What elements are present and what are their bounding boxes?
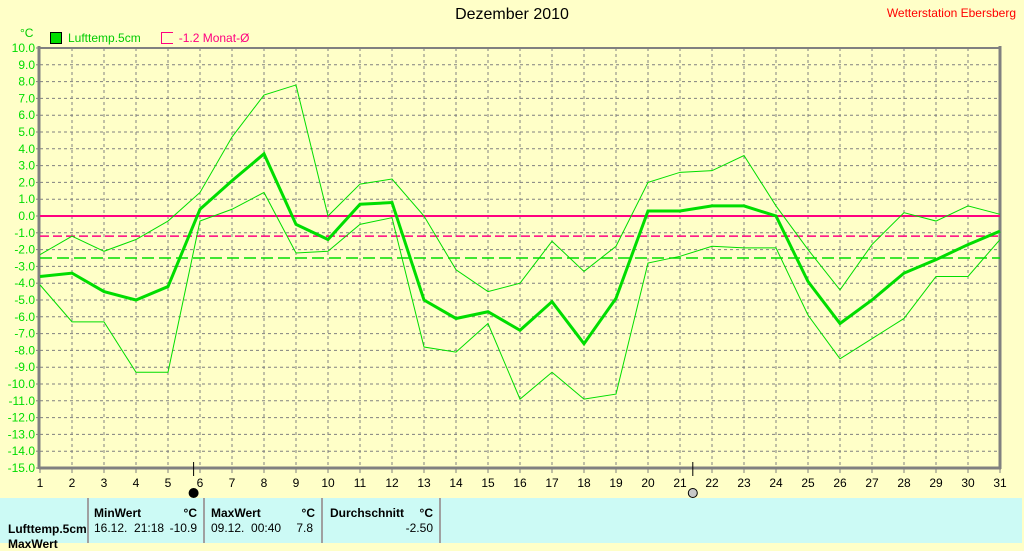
x-tick-label: 5 bbox=[165, 476, 172, 490]
stats-row2-label: MaxWert bbox=[8, 537, 58, 551]
x-tick-label: 21 bbox=[673, 476, 687, 490]
x-tick-label: 15 bbox=[481, 476, 495, 490]
x-tick-label: 4 bbox=[133, 476, 140, 490]
x-tick-label: 11 bbox=[354, 476, 367, 490]
y-tick-label: -8.0 bbox=[14, 343, 35, 357]
x-tick-label: 26 bbox=[833, 476, 847, 490]
series-line-max bbox=[39, 84, 1001, 293]
y-tick-label: 5.0 bbox=[18, 125, 35, 139]
stats-avg-cell: Durchschnitt °C -2.50 bbox=[323, 498, 441, 543]
y-tick-label: -15.0 bbox=[8, 461, 36, 475]
y-tick-label: -12.0 bbox=[8, 411, 36, 425]
x-tick-label: 3 bbox=[101, 476, 108, 490]
legend-label-monat: -1.2 Monat-Ø bbox=[178, 31, 250, 45]
series-line-min bbox=[39, 191, 1001, 400]
y-tick-label: -3.0 bbox=[14, 259, 35, 273]
y-tick-label: -2.0 bbox=[14, 243, 35, 257]
min-datetime: 16.12. 21:18 bbox=[94, 521, 165, 535]
x-tick-label: 25 bbox=[801, 476, 815, 490]
x-tick-label: 2 bbox=[69, 476, 76, 490]
y-tick-label: -5.0 bbox=[14, 293, 35, 307]
x-tick-label: 20 bbox=[641, 476, 655, 490]
x-tick-label: 17 bbox=[545, 476, 559, 490]
x-tick-label: 13 bbox=[417, 476, 431, 490]
stats-label-cell: Lufttemp.5cm MaxWert bbox=[0, 498, 89, 551]
legend-swatch-lufttemp bbox=[50, 32, 62, 44]
max-unit: °C bbox=[301, 506, 315, 520]
y-tick-label: 2.0 bbox=[18, 175, 35, 189]
stats-panel: Lufttemp.5cm MaxWert MinWert °C 16.12. 2… bbox=[0, 498, 1022, 551]
x-tick-label: 30 bbox=[961, 476, 975, 490]
y-tick-label: -14.0 bbox=[8, 444, 36, 458]
temperature-chart: 10.0 9.0 8.0 7.0 6.0 5.0 4.0 3.0 2.0 1.0 0.0 -1.0 -2… bbox=[8, 41, 1007, 498]
min-unit: °C bbox=[183, 506, 197, 520]
avg-unit: °C bbox=[419, 506, 433, 520]
series-line-mean bbox=[39, 151, 1001, 347]
x-tick-label: 8 bbox=[261, 476, 268, 490]
x-tick-label: 14 bbox=[449, 476, 463, 490]
stats-row-label: Lufttemp.5cm bbox=[8, 522, 87, 536]
y-tick-label: -10.0 bbox=[8, 377, 36, 391]
x-tick-label: 12 bbox=[385, 476, 399, 490]
x-tick-label: 19 bbox=[609, 476, 623, 490]
y-axis-unit: °C bbox=[20, 26, 34, 40]
y-tick-label: 8.0 bbox=[18, 75, 35, 89]
x-tick-label: 31 bbox=[993, 476, 1007, 490]
full-moon-icon bbox=[687, 488, 698, 498]
max-value: 7.8 bbox=[296, 521, 313, 535]
y-tick-label: -1.0 bbox=[14, 226, 35, 240]
chart-title: Dezember 2010 bbox=[455, 6, 569, 23]
new-moon-icon bbox=[188, 488, 199, 498]
y-tick-label: 1.0 bbox=[18, 192, 35, 206]
x-tick-label: 9 bbox=[293, 476, 300, 490]
x-tick-label: 16 bbox=[513, 476, 527, 490]
x-tick-label: 22 bbox=[705, 476, 719, 490]
x-tick-label: 18 bbox=[577, 476, 591, 490]
avg-value: -2.50 bbox=[405, 521, 433, 535]
legend-label-lufttemp: Lufttemp.5cm bbox=[68, 31, 141, 45]
min-value: -10.9 bbox=[169, 521, 197, 535]
stats-min-cell: MinWert °C 16.12. 21:18 -10.9 bbox=[89, 498, 205, 543]
y-tick-label: 9.0 bbox=[18, 58, 35, 72]
x-tick-label: 24 bbox=[769, 476, 783, 490]
min-header: MinWert bbox=[94, 506, 142, 520]
x-tick-label: 27 bbox=[865, 476, 879, 490]
station-name: Wetterstation Ebersberg bbox=[886, 6, 1016, 20]
x-tick-label: 6 bbox=[197, 476, 204, 490]
x-tick-label: 10 bbox=[321, 476, 335, 490]
legend-swatch-monat bbox=[160, 32, 173, 44]
legend: Lufttemp.5cm -1.2 Monat-Ø bbox=[50, 31, 249, 45]
x-tick-label: 23 bbox=[737, 476, 751, 490]
y-tick-label: -13.0 bbox=[8, 427, 36, 441]
y-tick-label: -11.0 bbox=[9, 394, 36, 408]
x-tick-label: 7 bbox=[229, 476, 236, 490]
x-tick-label: 28 bbox=[897, 476, 911, 490]
y-tick-label: 10.0 bbox=[12, 41, 36, 55]
y-tick-label: -4.0 bbox=[14, 276, 35, 290]
y-tick-label: -6.0 bbox=[14, 310, 35, 324]
y-tick-label: -7.0 bbox=[14, 327, 35, 341]
max-datetime: 09.12. 00:40 bbox=[211, 521, 282, 535]
y-tick-label: -9.0 bbox=[14, 360, 35, 374]
stats-max-cell: MaxWert °C 09.12. 00:40 7.8 bbox=[205, 498, 323, 543]
y-tick-label: 7.0 bbox=[18, 91, 35, 105]
y-tick-label: 0.0 bbox=[18, 209, 35, 223]
y-tick-label: 4.0 bbox=[18, 142, 35, 156]
max-header: MaxWert bbox=[211, 506, 261, 520]
x-tick-label: 1 bbox=[37, 476, 44, 490]
x-tick-label: 29 bbox=[929, 476, 943, 490]
avg-header: Durchschnitt bbox=[330, 506, 405, 520]
y-tick-label: 3.0 bbox=[18, 159, 35, 173]
y-tick-label: 6.0 bbox=[18, 108, 35, 122]
